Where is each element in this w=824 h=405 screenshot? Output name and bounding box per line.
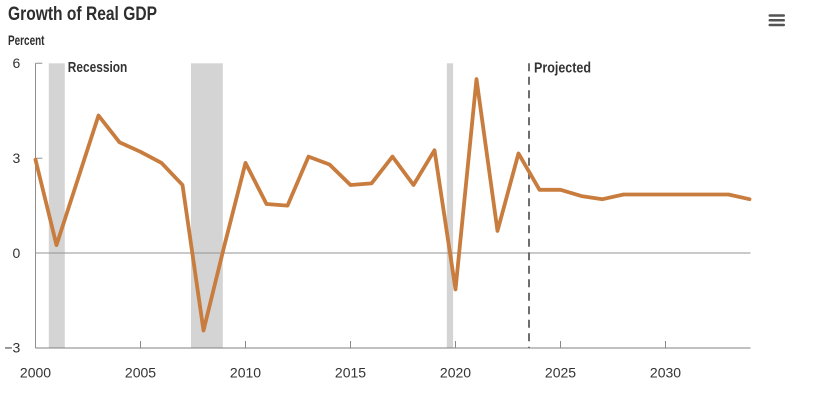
svg-text:Growth of Real GDP: Growth of Real GDP <box>8 3 157 25</box>
svg-text:2025: 2025 <box>545 365 576 381</box>
svg-text:2030: 2030 <box>650 365 681 381</box>
svg-text:6: 6 <box>13 55 21 71</box>
svg-text:2015: 2015 <box>335 365 366 381</box>
svg-text:2005: 2005 <box>125 365 156 381</box>
svg-text:2000: 2000 <box>20 365 51 381</box>
svg-text:0: 0 <box>13 245 21 261</box>
svg-text:2010: 2010 <box>230 365 261 381</box>
svg-text:Projected: Projected <box>534 59 591 76</box>
svg-text:2020: 2020 <box>440 365 471 381</box>
svg-text:−3: −3 <box>4 340 20 356</box>
svg-text:3: 3 <box>13 150 21 166</box>
svg-text:Recession: Recession <box>68 59 128 76</box>
svg-text:Percent: Percent <box>8 32 45 48</box>
